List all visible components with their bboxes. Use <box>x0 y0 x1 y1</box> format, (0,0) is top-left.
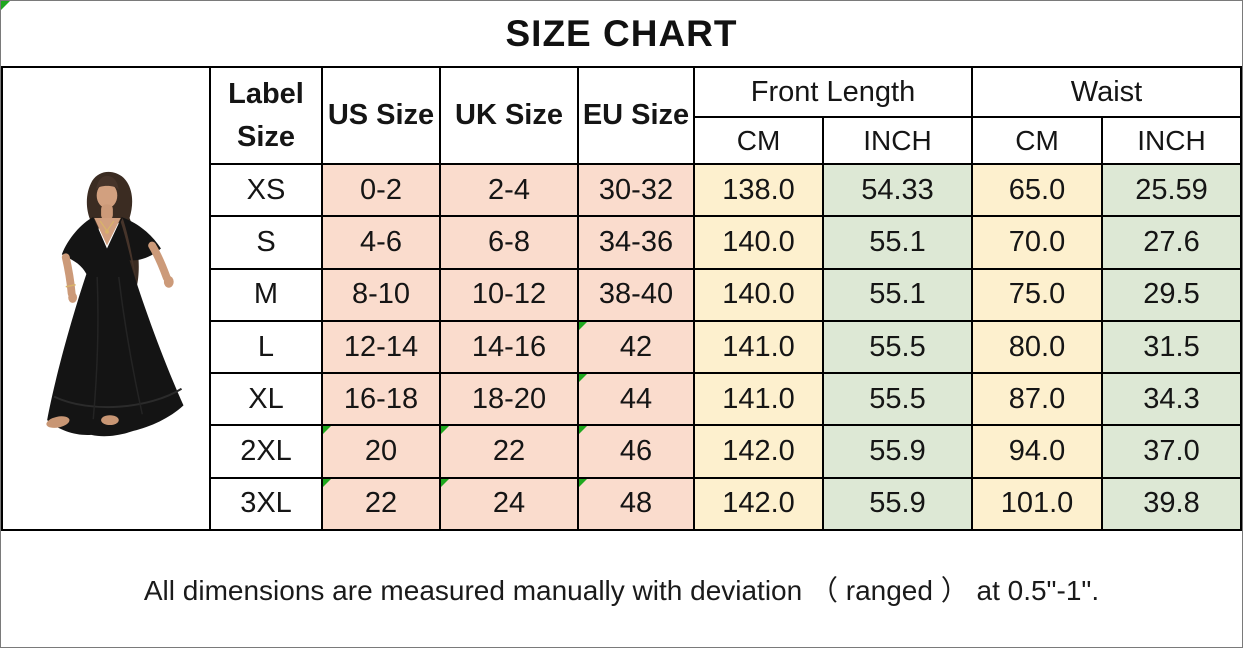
cell-us: 8-10 <box>323 269 441 322</box>
cell-us: 22 <box>323 478 441 532</box>
cell-waist-inch: 39.8 <box>1103 478 1242 532</box>
cell-us: 16-18 <box>323 374 441 427</box>
cell-front-cm: 138.0 <box>695 165 824 218</box>
cell-waist-inch: 25.59 <box>1103 165 1242 218</box>
header-waist-cm: CM <box>973 118 1103 165</box>
cell-waist-cm: 65.0 <box>973 165 1103 218</box>
cell-label: 3XL <box>211 478 323 532</box>
header-uk-size: UK Size <box>441 68 579 165</box>
model-black-maxi-dress-illustration <box>46 171 184 437</box>
cell-front-inch: 55.9 <box>824 426 973 479</box>
header-us-size: US Size <box>323 68 441 165</box>
cell-waist-inch: 29.5 <box>1103 269 1242 322</box>
cell-label: XL <box>211 374 323 427</box>
cell-label: S <box>211 217 323 270</box>
cell-label: XS <box>211 165 323 218</box>
cell-uk: 22 <box>441 426 579 479</box>
cell-front-cm: 140.0 <box>695 217 824 270</box>
hand-right <box>163 275 174 288</box>
cell-waist-cm: 80.0 <box>973 321 1103 375</box>
cell-waist-cm: 75.0 <box>973 269 1103 322</box>
page-title: SIZE CHART <box>1 1 1242 68</box>
size-chart-table: Label Size US Size UK Size EU Size Front… <box>1 68 1242 532</box>
cell-waist-inch: 34.3 <box>1103 374 1242 427</box>
cell-front-inch: 55.9 <box>824 478 973 532</box>
cell-eu: 48 <box>579 478 695 532</box>
cell-front-cm: 141.0 <box>695 321 824 375</box>
cell-eu: 30-32 <box>579 165 695 218</box>
header-waist: Waist <box>973 68 1242 118</box>
hand-left <box>68 292 78 303</box>
cell-eu: 44 <box>579 374 695 427</box>
cell-waist-cm: 87.0 <box>973 374 1103 427</box>
cell-front-cm: 142.0 <box>695 478 824 532</box>
cell-us: 4-6 <box>323 217 441 270</box>
cell-label: M <box>211 269 323 322</box>
spreadsheet-error-marker <box>1 1 10 10</box>
necklace-pendant <box>105 229 109 234</box>
cell-eu: 38-40 <box>579 269 695 322</box>
cell-label: L <box>211 321 323 375</box>
extended-arm <box>148 241 171 282</box>
cell-uk: 2-4 <box>441 165 579 218</box>
cell-waist-inch: 37.0 <box>1103 426 1242 479</box>
cell-front-cm: 141.0 <box>695 374 824 427</box>
product-photo <box>3 68 211 532</box>
header-front-length: Front Length <box>695 68 973 118</box>
cell-eu: 42 <box>579 321 695 375</box>
bracelet <box>65 284 76 288</box>
face <box>96 182 118 209</box>
cell-waist-inch: 27.6 <box>1103 217 1242 270</box>
cell-label: 2XL <box>211 426 323 479</box>
cell-uk: 10-12 <box>441 269 579 322</box>
cell-uk: 18-20 <box>441 374 579 427</box>
hair-strand <box>120 218 137 281</box>
skirt-folds <box>92 276 144 420</box>
cell-us: 12-14 <box>323 321 441 375</box>
cell-front-cm: 140.0 <box>695 269 824 322</box>
cell-front-inch: 54.33 <box>824 165 973 218</box>
cell-waist-cm: 70.0 <box>973 217 1103 270</box>
cell-front-inch: 55.5 <box>824 374 973 427</box>
cell-us: 20 <box>323 426 441 479</box>
cell-front-cm: 142.0 <box>695 426 824 479</box>
cell-waist-cm: 94.0 <box>973 426 1103 479</box>
header-front-cm: CM <box>695 118 824 165</box>
cell-waist-cm: 101.0 <box>973 478 1103 532</box>
hair-fringe <box>96 175 119 190</box>
header-label-size: Label Size <box>211 68 323 165</box>
foot-right <box>101 415 119 426</box>
cell-eu: 34-36 <box>579 217 695 270</box>
header-eu-size: EU Size <box>579 68 695 165</box>
cell-front-inch: 55.1 <box>824 217 973 270</box>
cell-us: 0-2 <box>323 165 441 218</box>
measurement-note: All dimensions are measured manually wit… <box>143 574 1100 606</box>
cell-uk: 14-16 <box>441 321 579 375</box>
cell-front-inch: 55.5 <box>824 321 973 375</box>
dress <box>47 217 184 437</box>
neck <box>101 204 113 221</box>
skirt-ruffle-seam <box>53 387 183 409</box>
cell-uk: 24 <box>441 478 579 532</box>
cell-uk: 6-8 <box>441 217 579 270</box>
header-front-inch: INCH <box>824 118 973 165</box>
cell-waist-inch: 31.5 <box>1103 321 1242 375</box>
left-arm <box>61 253 76 298</box>
cell-eu: 46 <box>579 426 695 479</box>
cell-front-inch: 55.1 <box>824 269 973 322</box>
foot-left <box>46 416 70 428</box>
header-waist-inch: INCH <box>1103 118 1242 165</box>
